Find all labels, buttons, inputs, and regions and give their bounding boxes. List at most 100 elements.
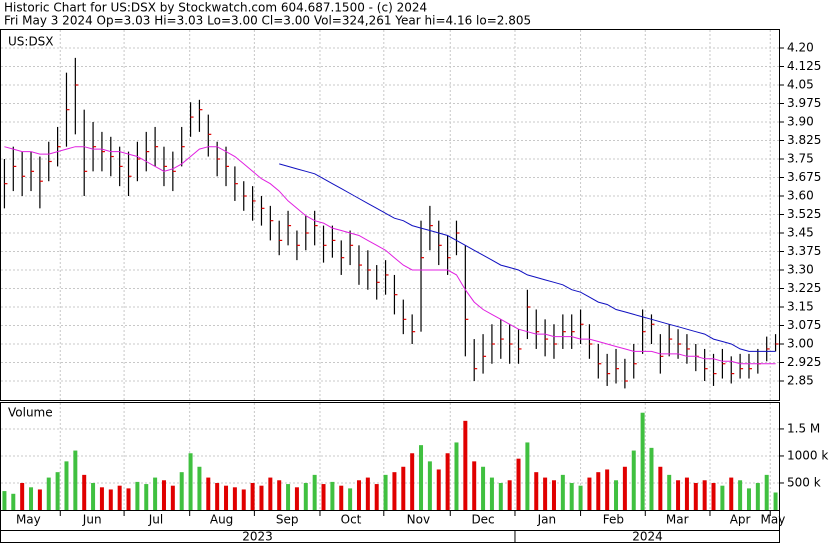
- volume-bar: [108, 489, 113, 510]
- x-tick-label: Apr: [730, 513, 751, 527]
- volume-bar: [20, 482, 25, 510]
- volume-bar: [401, 466, 406, 510]
- volume-bar: [383, 474, 388, 510]
- volume-bar: [188, 453, 193, 510]
- volume-bar: [569, 482, 574, 510]
- volume-bar: [551, 480, 556, 510]
- volume-bar: [250, 482, 255, 510]
- volume-bar: [445, 453, 450, 510]
- volume-bar: [29, 487, 34, 510]
- x-tick-label: Aug: [210, 513, 233, 527]
- volume-bar: [126, 488, 131, 510]
- y-tick-label: 3.525: [787, 207, 821, 221]
- moving-average: [279, 163, 776, 352]
- y-tick-label: 3.90: [787, 115, 814, 129]
- volume-bar: [330, 481, 335, 510]
- volume-bar: [206, 477, 211, 510]
- volume-bar: [587, 477, 592, 510]
- volume-bar: [693, 482, 698, 510]
- volume-bar: [436, 469, 441, 510]
- volume-tick-label: 1000 k: [787, 448, 828, 462]
- x-tick-label: Mar: [666, 513, 689, 527]
- volume-bar: [197, 466, 202, 510]
- volume-bar: [2, 491, 7, 510]
- y-tick-label: 3.30: [787, 263, 814, 277]
- volume-bar: [746, 488, 751, 510]
- volume-bar: [658, 466, 663, 510]
- volume-bar: [516, 458, 521, 510]
- volume-bar: [179, 472, 184, 510]
- x-tick-label: Feb: [603, 513, 624, 527]
- volume-bar: [481, 466, 486, 510]
- volume-bar: [427, 461, 432, 510]
- y-tick-label: 3.00: [787, 337, 814, 351]
- x-tick-label: Jul: [148, 513, 163, 527]
- volume-bar: [755, 482, 760, 510]
- volume-bar: [161, 480, 166, 510]
- volume-bar: [46, 477, 51, 510]
- symbol-label: US:DSX: [8, 35, 54, 49]
- volume-bar: [294, 487, 299, 510]
- volume-bar: [321, 484, 326, 510]
- volume-bar: [241, 489, 246, 510]
- volume-bar: [764, 474, 769, 510]
- volume-bar: [82, 474, 87, 510]
- volume-bar: [55, 472, 60, 510]
- volume-bar: [117, 485, 122, 510]
- volume-bar: [374, 484, 379, 510]
- volume-bar: [153, 477, 158, 510]
- y-tick-label: 3.75: [787, 152, 814, 166]
- volume-bar: [507, 480, 512, 510]
- price-panel: [0, 29, 780, 401]
- y-tick-label: 3.225: [787, 281, 821, 295]
- volume-bar: [773, 492, 778, 510]
- volume-bar: [622, 466, 627, 510]
- y-tick-label: 3.375: [787, 244, 821, 258]
- volume-tick-label: 500 k: [787, 475, 821, 489]
- volume-bar: [631, 450, 636, 510]
- volume-bar: [667, 474, 672, 510]
- y-tick-label: 3.975: [787, 96, 821, 110]
- volume-bar: [702, 480, 707, 510]
- x-tick-label: Jan: [537, 513, 557, 527]
- volume-bar: [711, 482, 716, 510]
- volume-bar: [525, 442, 530, 510]
- volume-bar: [303, 482, 308, 510]
- volume-bar: [339, 485, 344, 510]
- y-tick-label: 4.125: [787, 59, 821, 73]
- volume-bar: [684, 477, 689, 510]
- volume-bar: [286, 484, 291, 510]
- x-tick-label: Dec: [471, 513, 494, 527]
- moving-average: [4, 146, 776, 365]
- volume-bar: [614, 480, 619, 510]
- volume-bar: [268, 477, 273, 510]
- volume-bar: [596, 472, 601, 510]
- volume-bar: [11, 493, 16, 510]
- chart-subtitle: Fri May 3 2024 Op=3.03 Hi=3.03 Lo=3.00 C…: [4, 14, 531, 28]
- x-tick-label: Oct: [341, 513, 362, 527]
- volume-bar: [738, 480, 743, 510]
- y-tick-label: 3.675: [787, 170, 821, 184]
- y-tick-label: 3.15: [787, 300, 814, 314]
- volume-bar: [729, 477, 734, 510]
- volume-bar: [73, 450, 78, 510]
- volume-bar: [277, 480, 282, 510]
- volume-bar: [720, 485, 725, 510]
- x-tick-label: Sep: [276, 513, 299, 527]
- y-tick-label: 3.825: [787, 133, 821, 147]
- volume-bar: [578, 485, 583, 510]
- volume-bar: [99, 487, 104, 510]
- chart-title: Historic Chart for US:DSX by Stockwatch.…: [4, 1, 427, 15]
- year-label: 2023: [242, 530, 273, 543]
- volume-bar: [534, 472, 539, 510]
- volume-bar: [489, 477, 494, 510]
- y-tick-label: 3.075: [787, 318, 821, 332]
- volume-bar: [135, 481, 140, 510]
- volume-bar: [605, 469, 610, 510]
- volume-bar: [560, 474, 565, 510]
- volume-bar: [356, 480, 361, 510]
- volume-bar: [144, 484, 149, 510]
- volume-bar: [640, 412, 645, 510]
